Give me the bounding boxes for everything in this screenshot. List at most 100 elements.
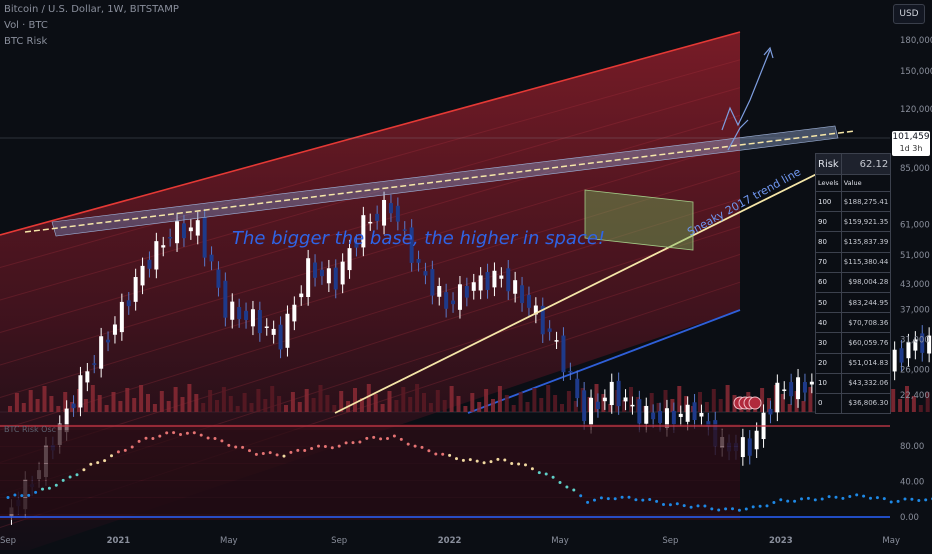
candle-body bbox=[526, 294, 531, 308]
volume-bar bbox=[435, 390, 440, 412]
currency-button[interactable]: USD bbox=[893, 4, 925, 24]
volume-bar bbox=[532, 388, 537, 412]
osc-dot bbox=[558, 481, 562, 485]
osc-band-row bbox=[0, 498, 740, 514]
candle-body bbox=[92, 363, 97, 365]
osc-dot bbox=[392, 434, 396, 438]
candle-body bbox=[658, 411, 663, 423]
volume-bar bbox=[442, 400, 447, 412]
volume-bar bbox=[684, 396, 689, 412]
risk-band-level bbox=[0, 59, 741, 268]
candle-body bbox=[216, 269, 221, 288]
volume-bar bbox=[166, 401, 171, 412]
osc-band-row bbox=[0, 481, 740, 497]
projection-arrow bbox=[721, 49, 771, 131]
osc-dot bbox=[75, 473, 79, 477]
volume-bar bbox=[21, 403, 26, 412]
osc-dot bbox=[213, 436, 217, 440]
candle-body bbox=[623, 397, 628, 402]
volume-bar bbox=[111, 392, 116, 412]
risk-row: 20 $51,014.83 bbox=[815, 352, 892, 374]
osc-dot bbox=[282, 454, 286, 458]
osc-dot bbox=[675, 502, 679, 506]
osc-dot bbox=[737, 508, 741, 512]
osc-dot bbox=[744, 507, 748, 511]
candle-body bbox=[913, 339, 918, 351]
volume-bar bbox=[332, 405, 337, 412]
price-tick-label: 150,000 bbox=[900, 67, 932, 77]
risk-level: 70 bbox=[815, 251, 842, 273]
candle-body bbox=[285, 313, 290, 348]
osc-dot bbox=[524, 463, 527, 467]
volume-bar bbox=[359, 398, 364, 412]
candle-body bbox=[161, 245, 166, 248]
osc-dot bbox=[199, 433, 203, 437]
candle-body bbox=[478, 275, 483, 291]
volume-bar bbox=[284, 405, 288, 412]
risk-table: Risk 62.12 Levels Value 100 $188,275.41 90… bbox=[815, 153, 892, 415]
risk-row: 70 $115,380.44 bbox=[815, 251, 892, 273]
candle-body bbox=[71, 403, 76, 409]
candle-body bbox=[119, 301, 124, 333]
candle-body bbox=[292, 304, 297, 322]
price-tick-label: 26,000 bbox=[900, 366, 930, 376]
candle-body bbox=[361, 215, 366, 248]
osc-dot bbox=[323, 444, 327, 448]
last-price-tag: 101,459 1d 3h bbox=[892, 131, 930, 156]
osc-dot bbox=[27, 493, 31, 497]
risk-col-levels: Levels bbox=[815, 174, 842, 192]
candle-body bbox=[651, 412, 656, 420]
candle-body bbox=[782, 389, 787, 391]
risk-row: 80 $135,837.39 bbox=[815, 231, 892, 253]
osc-dot bbox=[634, 498, 638, 502]
risk-row: 60 $98,004.28 bbox=[815, 271, 892, 293]
volume-bar bbox=[304, 389, 309, 412]
osc-dot bbox=[668, 503, 672, 507]
osc-dot bbox=[717, 508, 721, 512]
osc-dot bbox=[800, 497, 803, 501]
volume-bar bbox=[704, 402, 709, 412]
osc-dot bbox=[903, 497, 907, 501]
osc-dot bbox=[924, 498, 928, 502]
volume-bar bbox=[97, 395, 102, 412]
volume-bar bbox=[290, 392, 295, 412]
volume-bar bbox=[408, 397, 413, 412]
osc-dot bbox=[710, 507, 714, 511]
price-tick-label: 180,000 bbox=[900, 36, 932, 46]
candle-body bbox=[630, 404, 635, 407]
osc-dot bbox=[655, 499, 659, 503]
volume-bar bbox=[311, 398, 316, 412]
volume-bar bbox=[622, 400, 627, 412]
volume-bar bbox=[891, 389, 896, 412]
candle-body bbox=[685, 404, 690, 422]
volume-bar bbox=[28, 390, 33, 412]
candle-body bbox=[430, 269, 435, 296]
risk-level: 50 bbox=[815, 291, 842, 314]
candle-body bbox=[223, 280, 228, 318]
osc-dot bbox=[475, 459, 479, 463]
candle-body bbox=[796, 377, 801, 400]
volume-bar bbox=[484, 389, 489, 412]
osc-dot bbox=[696, 504, 700, 508]
osc-dot bbox=[834, 495, 838, 499]
candle-body bbox=[133, 277, 138, 302]
osc-dot bbox=[724, 507, 728, 511]
candle-body bbox=[388, 203, 393, 214]
candle-body bbox=[250, 309, 255, 327]
volume-bar bbox=[235, 406, 240, 412]
osc-dot bbox=[420, 445, 424, 449]
candle-body bbox=[368, 221, 373, 224]
volume-bar bbox=[601, 394, 606, 412]
candle-body bbox=[540, 305, 545, 335]
candle-body bbox=[492, 270, 497, 288]
candle-body bbox=[140, 265, 145, 286]
candle-body bbox=[568, 371, 573, 373]
risk-price: $51,014.83 bbox=[840, 352, 892, 374]
osc-dot bbox=[399, 437, 403, 441]
candle-body bbox=[326, 268, 331, 284]
time-tick-label: Sep bbox=[662, 536, 678, 546]
volume-label: Vol · BTC bbox=[4, 20, 48, 31]
candle-body bbox=[244, 310, 249, 320]
candle-body bbox=[112, 324, 117, 335]
